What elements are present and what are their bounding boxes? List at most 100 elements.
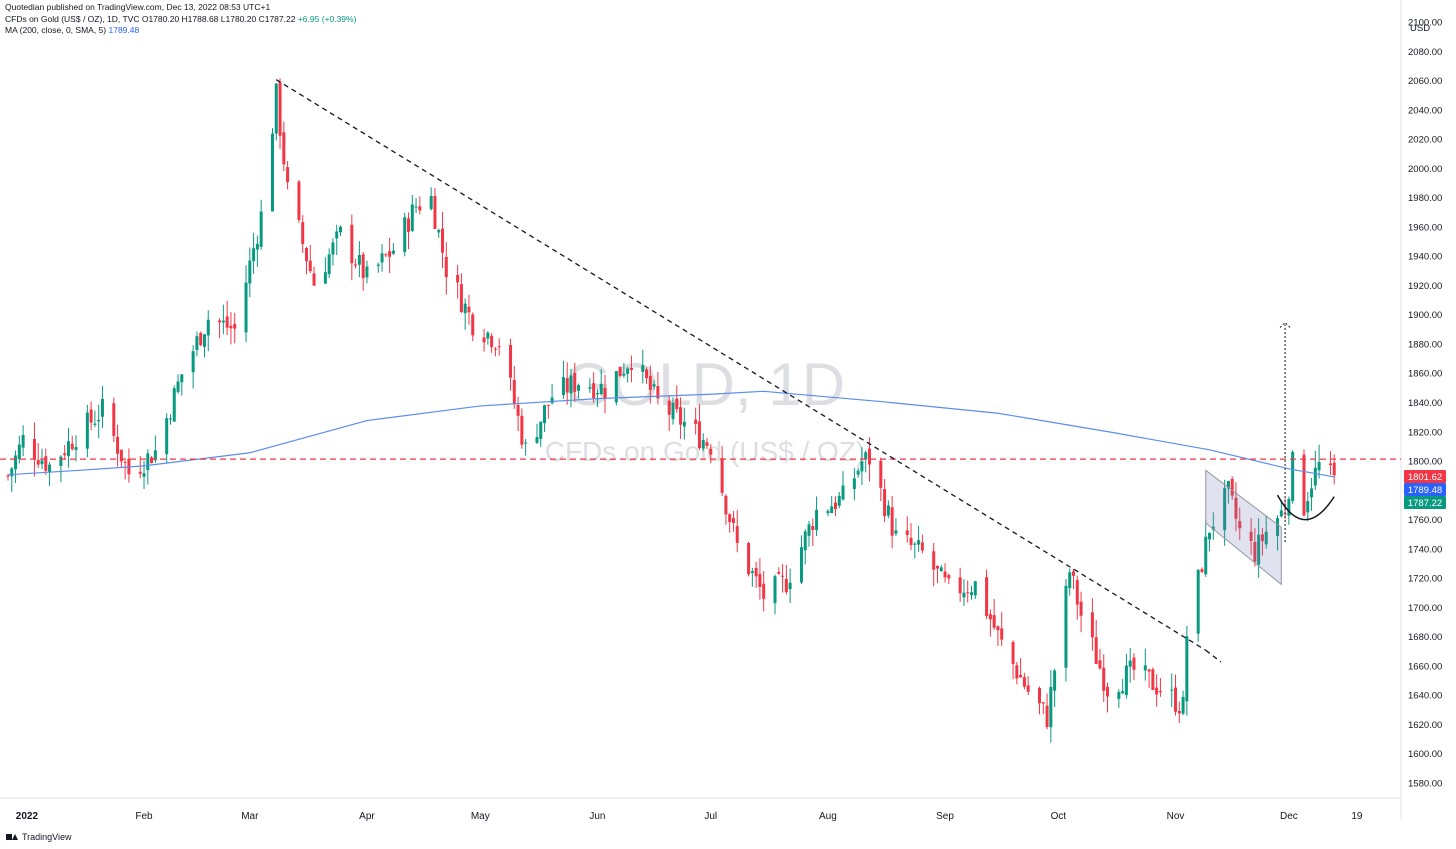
x-tick-label: 19 (1351, 811, 1363, 822)
candle-body (864, 452, 868, 460)
candle-body (1230, 478, 1234, 496)
candle-body (573, 372, 577, 392)
candle-body (278, 82, 282, 136)
x-tick-label: Oct (1051, 811, 1067, 822)
candle-body (943, 571, 947, 578)
candle-body (150, 457, 154, 464)
candle-body (1332, 462, 1336, 476)
watermark-description: CFDs on Gold (US$ / OZ) (545, 436, 866, 467)
watermark-symbol: GOLD, 1D (565, 351, 845, 418)
tradingview-brand: TradingView (22, 832, 72, 842)
candles-group (6, 78, 1336, 743)
candle-body (1098, 660, 1102, 669)
candle-body (274, 83, 278, 134)
candle-body (391, 250, 395, 254)
candle-body (206, 319, 210, 336)
candle-body (1328, 463, 1332, 466)
rounding-bottom-arc (1276, 494, 1335, 521)
x-tick-label: Jul (704, 811, 717, 822)
candle-body (335, 231, 339, 239)
candle-body (97, 419, 101, 422)
candle-body (1079, 601, 1083, 616)
candle-body (754, 567, 758, 577)
candle-body (1174, 687, 1178, 712)
y-tick-label: 1620.00 (1408, 720, 1442, 731)
price-tag (1404, 483, 1446, 496)
candle-body (811, 526, 815, 531)
candle-body (894, 530, 898, 534)
candle-body (1223, 488, 1227, 531)
ma-legend[interactable]: MA (200, close, 0, SMA, 5) 1789.48 (5, 25, 139, 35)
y-tick-label: 1980.00 (1408, 193, 1442, 204)
candle-body (233, 323, 237, 329)
candle-body (939, 567, 943, 572)
candle-body (414, 206, 418, 208)
ohlc-values: O1780.20 H1788.68 L1780.20 C1787.22 (141, 14, 296, 24)
candle-body (588, 387, 592, 389)
y-tick-label: 1960.00 (1408, 222, 1442, 233)
candle-body (327, 254, 331, 275)
candle-body (1117, 692, 1121, 699)
candle-body (357, 255, 361, 265)
candle-body (1253, 542, 1257, 562)
candle-body (36, 459, 40, 465)
candle-body (520, 415, 524, 445)
candle-body (270, 133, 274, 212)
ma-value: 1789.48 (108, 25, 140, 35)
x-tick-label: Aug (819, 811, 837, 822)
candle-body (304, 248, 308, 262)
x-tick-label: May (471, 811, 490, 822)
candle-body (826, 511, 830, 514)
candle-body (146, 453, 150, 470)
ma-label: MA (200, close, 0, SMA, 5) (5, 25, 107, 35)
y-tick-label: 1860.00 (1408, 369, 1442, 380)
candle-body (63, 453, 67, 456)
candle-body (93, 423, 97, 425)
candle-body (202, 334, 206, 347)
y-tick-label: 1600.00 (1408, 749, 1442, 760)
candle-body (252, 248, 256, 262)
y-tick-label: 1720.00 (1408, 574, 1442, 585)
candle-body (1090, 612, 1094, 638)
y-tick-label: 1880.00 (1408, 339, 1442, 350)
symbol-ohlc-line: CFDs on Gold (US$ / OZ), 1D, TVC O1780.2… (5, 14, 356, 24)
x-tick-label: Mar (241, 811, 259, 822)
candle-body (675, 398, 679, 409)
candle-body (471, 314, 475, 336)
tradingview-logo-icon (6, 833, 18, 841)
candle-body (550, 397, 554, 404)
candle-body (966, 592, 970, 594)
candle-body (176, 381, 180, 392)
candle-body (255, 243, 259, 250)
candle-body (165, 418, 169, 455)
y-tick-label: 1840.00 (1408, 398, 1442, 409)
candle-body (17, 444, 21, 460)
candle-body (191, 351, 195, 373)
candle-body (66, 441, 70, 457)
candle-body (833, 502, 837, 510)
candle-body (308, 260, 312, 272)
candle-body (463, 303, 467, 314)
y-tick-label: 2100.00 (1408, 18, 1442, 29)
candle-body (1102, 667, 1106, 691)
y-tick-label: 2080.00 (1408, 47, 1442, 58)
candle-body (852, 478, 856, 490)
tradingview-footer[interactable]: TradingView (6, 832, 72, 842)
candle-body (384, 254, 388, 256)
y-tick-label: 1900.00 (1408, 310, 1442, 321)
candle-body (331, 242, 335, 255)
y-tick-label: 1700.00 (1408, 603, 1442, 614)
candle-body (969, 592, 973, 596)
candle-body (74, 447, 78, 450)
candle-body (1064, 585, 1068, 668)
candle-body (645, 369, 649, 379)
candle-body (569, 375, 573, 394)
candle-body (1291, 452, 1295, 501)
x-tick-label: Nov (1167, 811, 1185, 822)
candle-body (788, 582, 792, 590)
candle-body (807, 524, 811, 536)
candle-body (784, 578, 788, 593)
candle-body (1143, 665, 1147, 671)
bull-flag-channel (1205, 469, 1282, 586)
